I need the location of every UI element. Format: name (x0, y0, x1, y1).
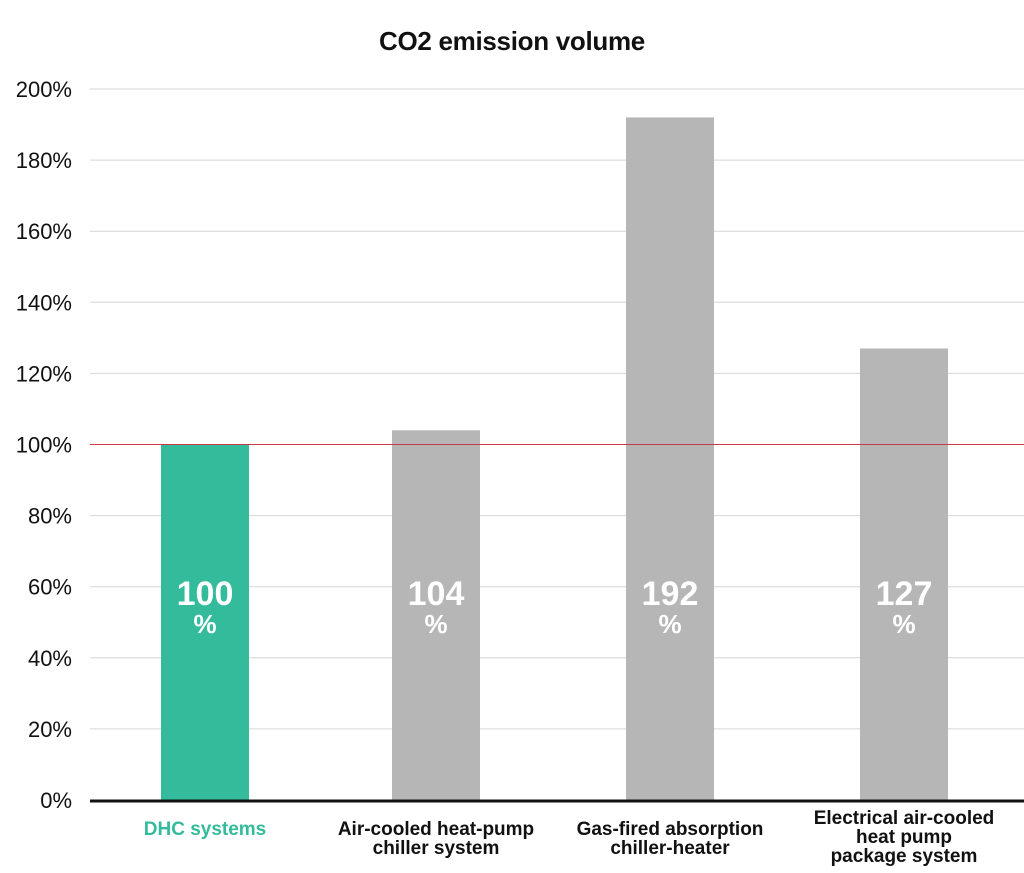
data-label-value: 127 (876, 575, 933, 613)
x-category-label-line: Air-cooled heat-pump (338, 819, 534, 840)
x-category-label-line: chiller-heater (610, 838, 730, 859)
y-tick-label: 120% (16, 361, 72, 386)
data-labels: 100%104%192%127% (177, 575, 933, 639)
y-tick-label: 100% (16, 433, 72, 458)
x-category-label-line: heat pump (856, 827, 952, 848)
y-tick-label: 180% (16, 148, 72, 173)
bar (161, 444, 249, 800)
x-category-label-line: DHC systems (144, 819, 267, 840)
x-category-label-line: chiller system (373, 838, 500, 859)
y-tick-label: 200% (16, 77, 72, 102)
y-tick-label: 140% (16, 290, 72, 315)
data-label-value: 100 (177, 575, 234, 613)
data-label-unit: % (193, 609, 216, 639)
x-category-label: Electrical air-cooled heat pump package sy… (814, 808, 995, 867)
x-category-label-line: Gas-fired absorption (577, 819, 764, 840)
x-category-label: Gas-fired absorption chiller-heater (577, 819, 764, 859)
data-label-value: 104 (408, 575, 465, 613)
y-tick-label: 80% (28, 504, 72, 529)
y-tick-label: 40% (28, 646, 72, 671)
bar (860, 348, 948, 800)
data-label-unit: % (424, 609, 447, 639)
x-category-label-line: Electrical air-cooled (814, 808, 995, 829)
x-category-label: Air-cooled heat-pump chiller system (338, 819, 534, 859)
y-tick-label: 60% (28, 575, 72, 600)
bar (392, 430, 480, 800)
y-tick-label: 20% (28, 717, 72, 742)
y-tick-label: 0% (40, 788, 72, 813)
bar (626, 117, 714, 800)
x-category-label: DHC systems (144, 819, 267, 840)
x-category-label-line: package system (831, 846, 978, 867)
chart-title: CO2 emission volume (379, 26, 645, 56)
data-label-unit: % (892, 609, 915, 639)
data-label-unit: % (658, 609, 681, 639)
axes: 0% 20% 40% 60% 80% 100% 120% 140% 160% 180% 200% DH… (16, 77, 1024, 867)
bars (161, 117, 948, 800)
y-tick-label: 160% (16, 219, 72, 244)
data-label-value: 192 (642, 575, 699, 613)
